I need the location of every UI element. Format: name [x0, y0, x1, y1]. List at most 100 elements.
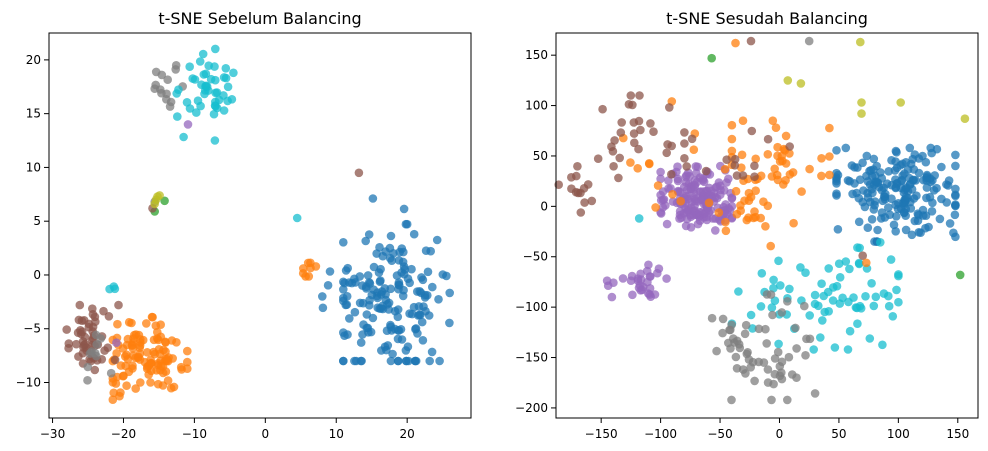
- right-data-point: [702, 212, 711, 222]
- left-data-point: [438, 270, 448, 279]
- right-data-point: [891, 227, 900, 236]
- right-data-point: [800, 301, 809, 311]
- right-data-point: [680, 139, 689, 148]
- right-data-point: [884, 167, 893, 176]
- right-data-point: [676, 196, 685, 206]
- right-data-point: [853, 243, 862, 252]
- right-data-point: [628, 290, 637, 300]
- right-data-point: [810, 290, 820, 300]
- right-data-point: [675, 207, 685, 216]
- right-data-point: [841, 257, 851, 266]
- left-data-point: [339, 238, 348, 247]
- right-data-point: [894, 270, 903, 279]
- right-data-point: [747, 126, 757, 136]
- left-data-point: [341, 266, 351, 275]
- left-data-point: [363, 271, 373, 280]
- left-data-point: [219, 73, 229, 82]
- left-data-point: [79, 316, 89, 325]
- right-data-point: [853, 319, 862, 329]
- right-data-point: [869, 301, 879, 311]
- left-data-point: [411, 356, 421, 366]
- right-data-point: [871, 171, 880, 181]
- left-data-point: [351, 278, 360, 287]
- right-data-point: [951, 190, 960, 200]
- left-data-point: [407, 264, 416, 274]
- right-data-point: [843, 176, 853, 185]
- right-data-point: [871, 292, 881, 302]
- left-data-point: [417, 273, 426, 282]
- left-data-point: [88, 304, 97, 314]
- right-data-point: [855, 175, 865, 184]
- right-data-point: [805, 311, 814, 320]
- right-data-point: [712, 193, 722, 203]
- left-data-point: [417, 317, 427, 327]
- right-data-point: [704, 198, 714, 208]
- left-data-point: [151, 80, 160, 90]
- right-data-point: [788, 168, 798, 177]
- left-data-point: [364, 328, 373, 337]
- left-data-point: [343, 330, 352, 339]
- right-data-point: [932, 183, 941, 193]
- right-data-point: [873, 225, 882, 235]
- right-data-point: [690, 176, 700, 185]
- left-data-point: [419, 302, 428, 311]
- right-y-tick-label: 50: [533, 149, 548, 163]
- left-data-point: [211, 44, 220, 54]
- right-data-point: [629, 129, 639, 138]
- right-data-point: [616, 128, 626, 137]
- right-data-point: [767, 303, 777, 312]
- right-data-point: [645, 272, 655, 281]
- right-chart-title: t-SNE Sesudah Balancing: [666, 9, 868, 28]
- right-data-point: [857, 109, 866, 118]
- left-chart-title: t-SNE Sebelum Balancing: [158, 9, 361, 28]
- right-data-point: [781, 159, 791, 168]
- right-data-point: [955, 270, 965, 280]
- left-data-point: [409, 229, 419, 239]
- right-data-point: [734, 287, 743, 296]
- right-data-point: [884, 301, 894, 311]
- right-x-tick-label: −100: [644, 427, 677, 441]
- left-data-point: [318, 292, 327, 301]
- right-data-point: [658, 187, 668, 196]
- left-data-point: [72, 339, 81, 349]
- left-data-point: [292, 213, 302, 223]
- right-data-point: [942, 180, 951, 189]
- right-data-point: [689, 193, 699, 202]
- right-data-point: [614, 173, 623, 183]
- left-data-point: [127, 318, 136, 328]
- left-data-point: [163, 75, 172, 84]
- right-data-point: [650, 290, 660, 299]
- left-data-point: [425, 356, 435, 366]
- left-data-point: [166, 97, 176, 107]
- right-data-point: [930, 171, 939, 180]
- left-data-point: [183, 364, 192, 374]
- right-data-point: [886, 255, 896, 264]
- right-data-point: [784, 352, 794, 362]
- right-data-point: [878, 340, 887, 350]
- right-data-point: [579, 184, 589, 193]
- left-data-point: [122, 381, 131, 391]
- left-data-point: [185, 104, 195, 113]
- right-data-point: [737, 150, 747, 160]
- right-x-tick-label: 50: [831, 427, 846, 441]
- right-data-point: [732, 171, 742, 180]
- right-data-point: [792, 344, 801, 353]
- right-data-point: [796, 79, 806, 88]
- right-data-point: [876, 238, 885, 247]
- right-data-point: [741, 320, 751, 330]
- right-data-point: [712, 346, 721, 356]
- left-data-point: [109, 388, 118, 398]
- left-data-point: [80, 332, 90, 342]
- left-data-point: [221, 64, 231, 73]
- right-data-point: [651, 203, 660, 212]
- left-data-point: [135, 355, 145, 364]
- right-data-point: [907, 230, 917, 240]
- right-data-point: [665, 103, 674, 112]
- left-data-point: [339, 356, 348, 366]
- left-data-point: [151, 321, 161, 331]
- left-data-point: [420, 290, 430, 300]
- right-data-point: [906, 204, 916, 213]
- left-data-point: [188, 74, 197, 83]
- right-data-point: [716, 185, 725, 195]
- left-data-point: [374, 268, 384, 277]
